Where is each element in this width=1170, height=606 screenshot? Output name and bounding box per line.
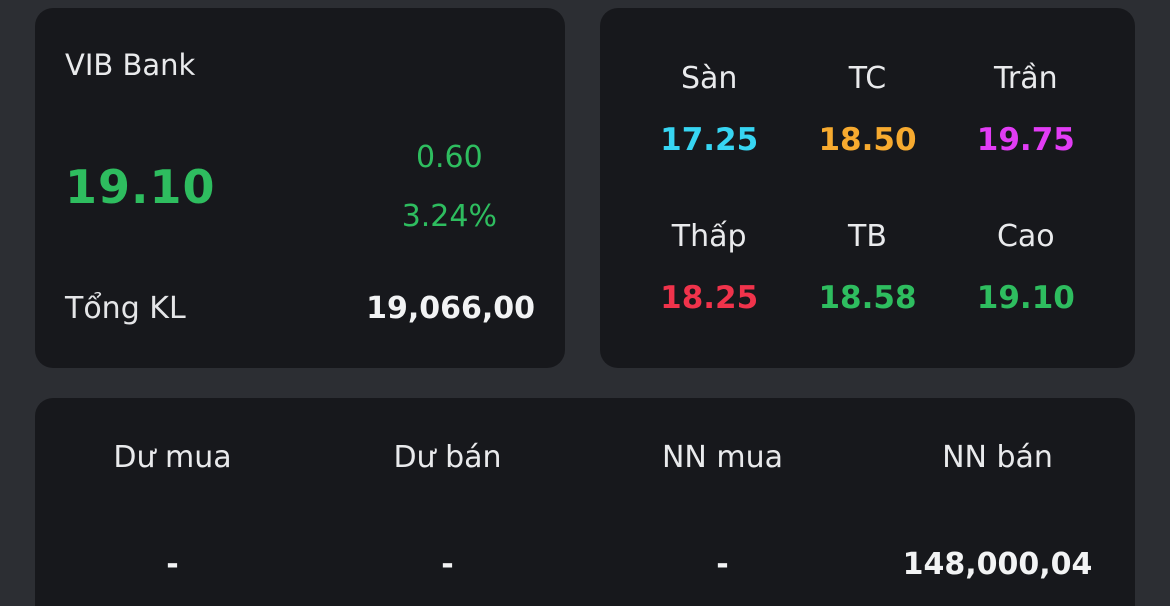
stock-symbol: VIB Bank: [65, 48, 196, 82]
stat-value: 18.58: [818, 279, 917, 316]
last-price: 19.10: [65, 159, 216, 214]
stat-low: Thấp 18.25: [630, 188, 788, 346]
orders-card: Dư mua Dư bán NN mua NN bán - - - 148,00…: [35, 398, 1135, 606]
stat-reference: TC 18.50: [788, 30, 946, 188]
foreign-buy-label: NN mua: [661, 440, 784, 475]
foreign-sell-value: 148,000,04: [902, 547, 1093, 582]
stat-average: TB 18.58: [788, 188, 946, 346]
stat-ceiling: Trần 19.75: [947, 30, 1105, 188]
stat-value: 19.75: [976, 121, 1075, 158]
price-change-percent: 3.24%: [401, 198, 497, 234]
stat-label: Cao: [996, 218, 1055, 254]
stat-label: TC: [848, 60, 887, 96]
sell-surplus-label: Dư bán: [393, 440, 502, 475]
stat-floor: Sàn 17.25: [630, 30, 788, 188]
stat-value: 18.25: [660, 279, 759, 316]
sell-surplus-value: -: [441, 547, 454, 582]
stat-label: Sàn: [680, 60, 738, 96]
price-stats-card: Sàn 17.25 TC 18.50 Trần 19.75 Thấp 18.25…: [600, 8, 1135, 368]
price-change: 0.60: [415, 139, 483, 175]
change-block: 0.60 3.24%: [402, 140, 497, 234]
stat-label: Trần: [993, 60, 1058, 96]
stat-label: Thấp: [671, 218, 747, 254]
total-volume-row: Tổng KL 19,066,00: [65, 291, 535, 326]
top-row: VIB Bank 19.10 0.60 3.24% Tổng KL 19,066…: [35, 8, 1135, 368]
foreign-buy-value: -: [716, 547, 729, 582]
quote-card: VIB Bank 19.10 0.60 3.24% Tổng KL 19,066…: [35, 8, 565, 368]
stat-high: Cao 19.10: [947, 188, 1105, 346]
foreign-sell-label: NN bán: [942, 440, 1053, 475]
stat-value: 17.25: [660, 121, 759, 158]
stat-label: TB: [848, 218, 887, 254]
buy-surplus-value: -: [166, 547, 179, 582]
stat-value: 18.50: [818, 121, 917, 158]
price-row: 19.10 0.60 3.24%: [65, 140, 535, 234]
buy-surplus-label: Dư mua: [113, 440, 232, 475]
total-volume-value: 19,066,00: [366, 291, 535, 326]
stat-value: 19.10: [976, 279, 1075, 316]
total-volume-label: Tổng KL: [65, 291, 186, 326]
